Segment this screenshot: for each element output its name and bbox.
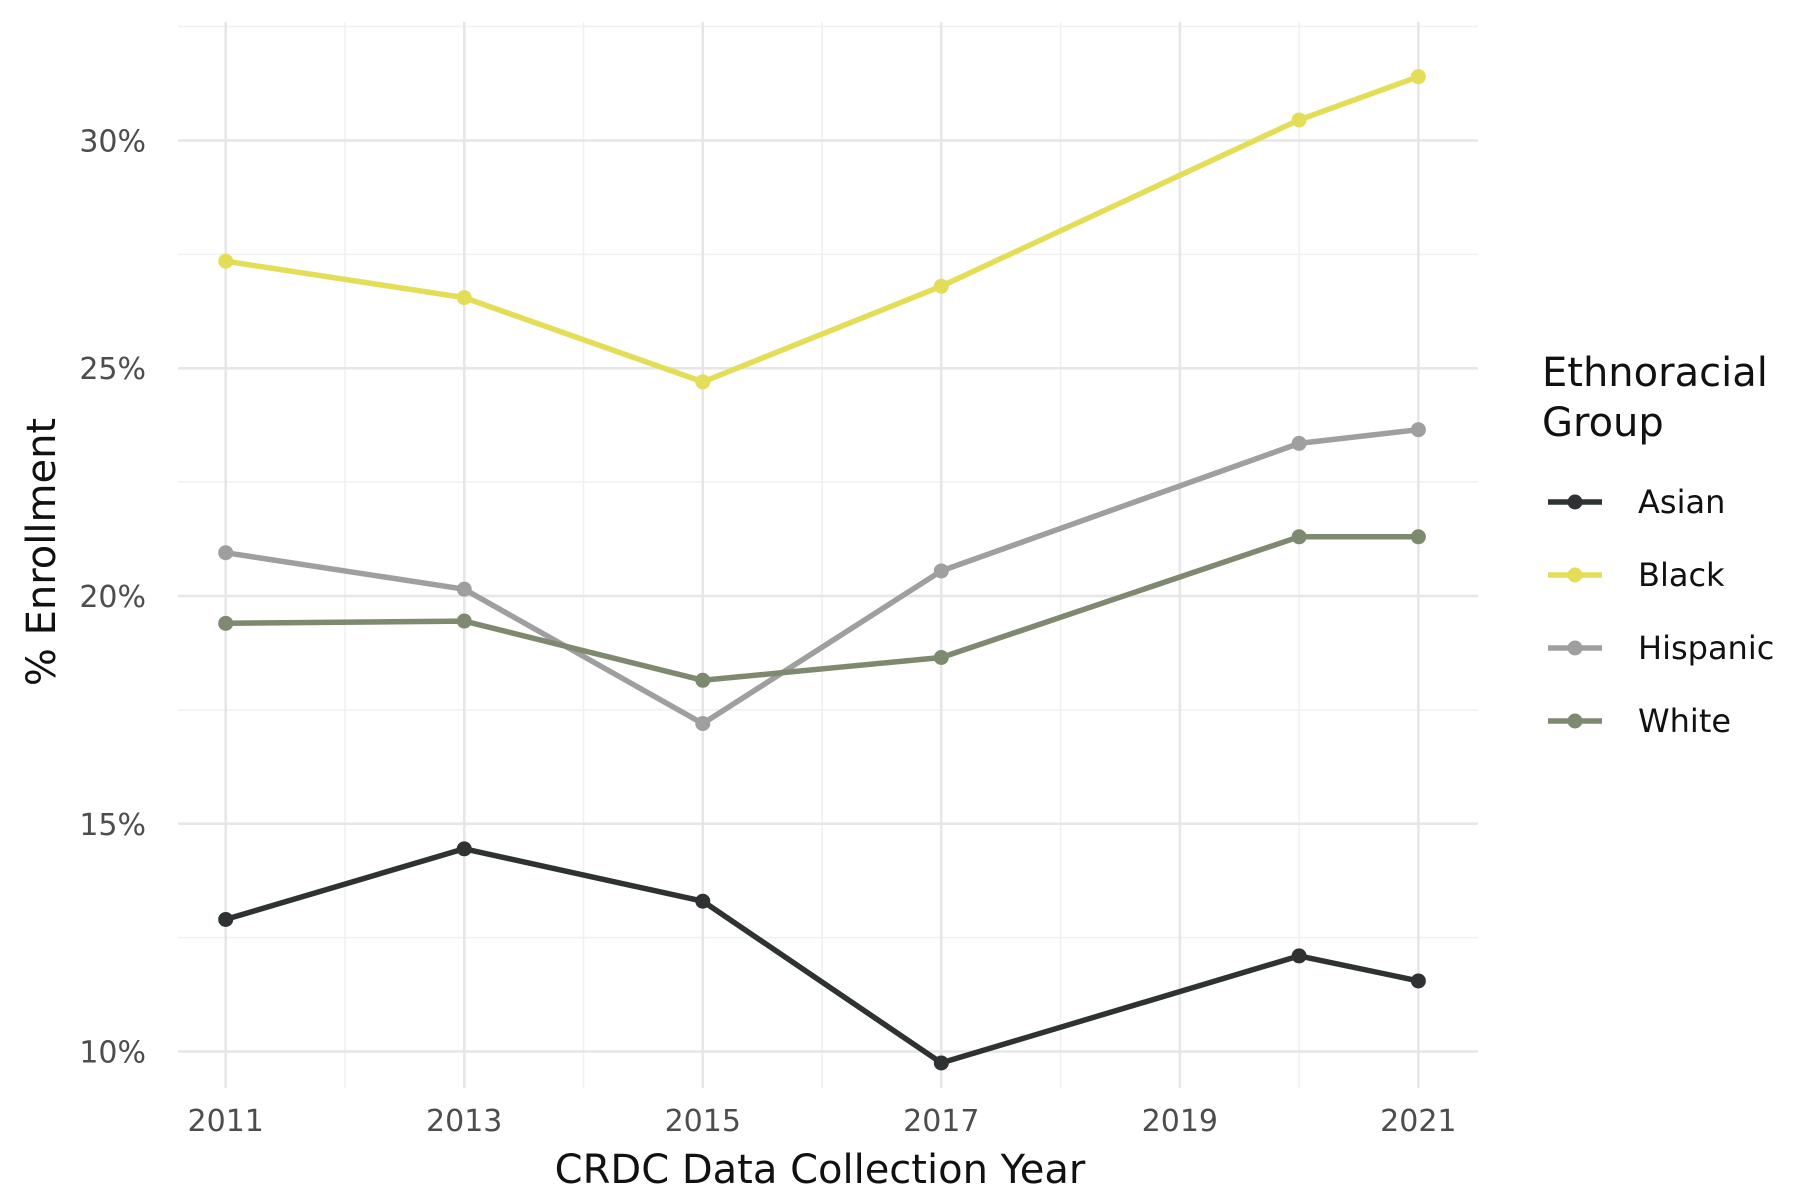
data-point-black <box>695 374 711 390</box>
x-tick-label: 2015 <box>665 1104 741 1139</box>
data-point-hispanic <box>456 581 472 597</box>
y-tick-label: 10% <box>79 1036 146 1071</box>
y-axis-tick-labels: 10% 15% 20% 25% 30% <box>79 124 146 1070</box>
x-tick-label: 2019 <box>1142 1104 1218 1139</box>
data-point-asian <box>456 841 472 857</box>
legend-items: Asian Black Hispanic White <box>1548 483 1774 740</box>
legend-swatch-point-white <box>1567 713 1583 729</box>
legend-label-white: White <box>1638 702 1731 740</box>
data-point-asian <box>933 1055 949 1071</box>
legend-swatch-point-asian <box>1567 494 1583 510</box>
minor-gridlines <box>178 22 1478 1088</box>
data-point-hispanic <box>1410 422 1426 438</box>
data-point-black <box>456 290 472 306</box>
data-point-asian <box>1291 948 1307 964</box>
y-tick-label: 15% <box>79 808 146 843</box>
major-gridlines <box>178 22 1478 1088</box>
series-line-black <box>222 73 1422 385</box>
legend: Ethnoracial Group Asian Black Hispanic Whit… <box>1542 350 1774 740</box>
x-axis-title: CRDC Data Collection Year <box>555 1147 1086 1193</box>
y-axis-title: % Enrollment <box>19 418 65 686</box>
series-line-white <box>222 534 1422 684</box>
data-point-white <box>1410 529 1426 545</box>
legend-swatch-point-hispanic <box>1567 640 1583 656</box>
legend-label-asian: Asian <box>1638 483 1725 521</box>
series-line-asian <box>222 846 1422 1066</box>
x-tick-label: 2021 <box>1380 1104 1456 1139</box>
data-point-hispanic <box>1291 435 1307 451</box>
data-point-hispanic <box>695 716 711 732</box>
data-point-white <box>218 615 234 631</box>
legend-label-black: Black <box>1638 556 1725 594</box>
data-point-white <box>933 650 949 665</box>
data-point-black <box>933 278 949 294</box>
data-point-asian <box>1410 973 1426 989</box>
data-point-asian <box>218 911 234 927</box>
legend-label-hispanic: Hispanic <box>1638 629 1774 667</box>
data-point-white <box>456 613 472 629</box>
legend-title: Ethnoracial <box>1542 350 1768 396</box>
series-points <box>218 69 1426 1071</box>
x-axis-tick-labels: 2011 2013 2015 2017 2019 2021 <box>188 1104 1457 1139</box>
data-point-white <box>1291 529 1307 545</box>
data-point-hispanic <box>933 563 949 579</box>
data-point-asian <box>695 893 711 909</box>
data-point-black <box>1410 69 1426 85</box>
legend-title-line2: Group <box>1542 400 1664 446</box>
y-tick-label: 30% <box>79 124 146 159</box>
y-tick-label: 25% <box>79 352 146 387</box>
data-point-black <box>218 253 234 269</box>
legend-swatch-point-black <box>1567 567 1583 583</box>
data-point-white <box>695 672 711 688</box>
series-lines <box>222 73 1422 1066</box>
x-tick-label: 2011 <box>188 1104 264 1139</box>
series-line-hispanic <box>222 426 1422 727</box>
y-tick-label: 20% <box>79 580 146 615</box>
x-tick-label: 2013 <box>426 1104 502 1139</box>
x-tick-label: 2017 <box>903 1104 979 1139</box>
data-point-hispanic <box>218 545 234 561</box>
data-point-black <box>1291 112 1307 128</box>
